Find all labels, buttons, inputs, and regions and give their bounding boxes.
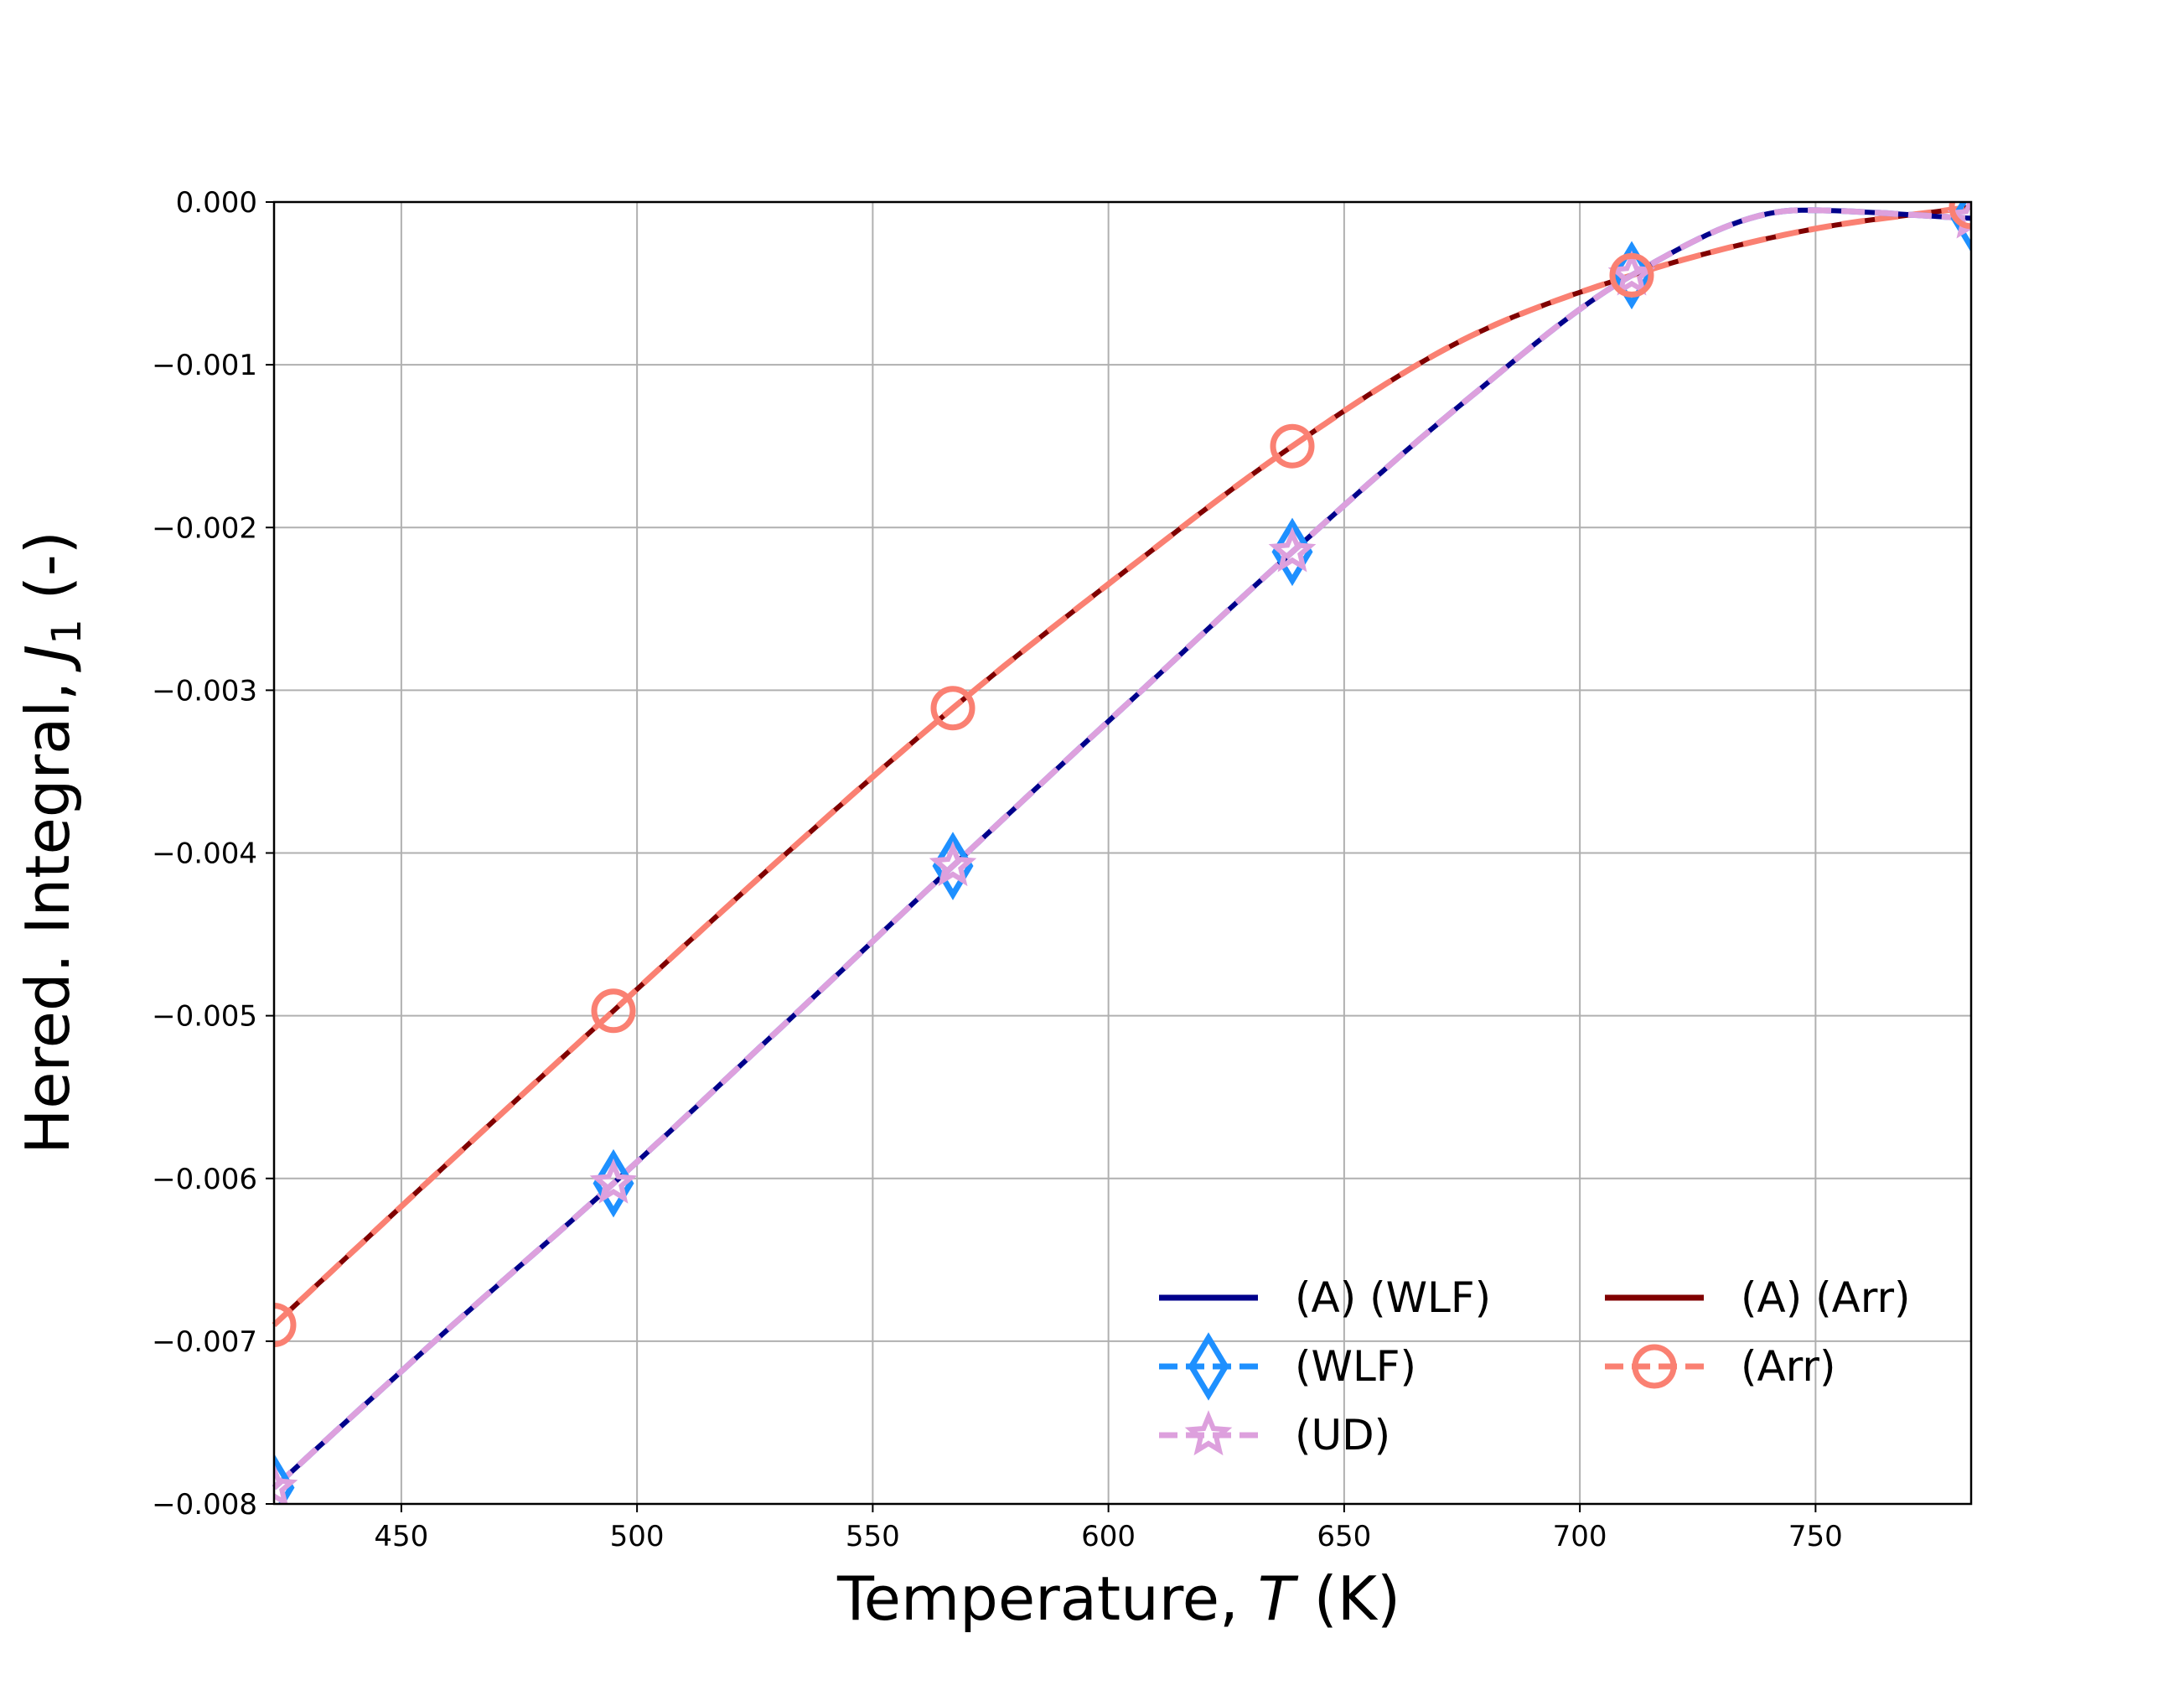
legend-label: (Arr) xyxy=(1741,1342,1835,1391)
y-tick-label: −0.007 xyxy=(152,1325,257,1359)
legend-label: (A) (Arr) xyxy=(1741,1273,1911,1322)
data-point-diamond xyxy=(932,832,974,900)
y-axis-title: Hered. Integral, J1 (-) xyxy=(13,531,91,1154)
data-point-diamond xyxy=(1271,517,1313,587)
series-line xyxy=(272,204,1972,1328)
legend-label: (UD) xyxy=(1295,1411,1390,1459)
data-point-circle xyxy=(1270,423,1315,469)
legend: (A) (WLF) (WLF) (UD) (A) (Arr) (Arr) xyxy=(1159,1273,1911,1459)
x-axis-ticks: 450 500 550 600 650 700 750 xyxy=(374,1504,1843,1553)
legend-item: (Arr) xyxy=(1605,1342,1835,1391)
x-tick-label: 500 xyxy=(610,1520,665,1553)
data-point-star xyxy=(1607,250,1656,296)
data-point-circle xyxy=(1609,252,1654,298)
data-point-star xyxy=(1947,202,1971,239)
x-tick-label: 700 xyxy=(1553,1520,1607,1553)
legend-item: (A) (Arr) xyxy=(1605,1273,1911,1322)
data-point-diamond xyxy=(274,1453,295,1504)
x-tick-label: 650 xyxy=(1317,1520,1371,1553)
x-tick-label: 600 xyxy=(1081,1520,1136,1553)
data-point-star xyxy=(274,1462,298,1504)
legend-label: (A) (WLF) xyxy=(1295,1273,1491,1322)
series-lines xyxy=(272,204,1972,1491)
legend-item: (UD) xyxy=(1159,1410,1390,1459)
x-tick-label: 750 xyxy=(1788,1520,1843,1553)
data-point-star xyxy=(929,841,977,887)
y-tick-label: −0.001 xyxy=(152,349,257,382)
series-markers xyxy=(274,202,1971,1504)
legend-marker-star xyxy=(1184,1410,1233,1456)
data-point-diamond xyxy=(593,1148,634,1218)
series-line xyxy=(272,207,1972,1491)
y-tick-label: −0.008 xyxy=(152,1488,257,1522)
x-tick-label: 550 xyxy=(846,1520,900,1553)
data-point-star xyxy=(1268,526,1317,573)
grid xyxy=(274,201,1971,1505)
y-tick-label: −0.002 xyxy=(152,511,257,545)
legend-marker-diamond xyxy=(1188,1332,1229,1401)
y-tick-label: 0.000 xyxy=(176,186,257,220)
y-tick-label: −0.004 xyxy=(152,837,257,871)
legend-item: (A) (WLF) xyxy=(1159,1273,1491,1322)
y-tick-label: −0.003 xyxy=(152,674,257,708)
data-point-diamond xyxy=(1950,202,1971,253)
y-axis-ticks: 0.000 −0.001 −0.002 −0.003 −0.004 −0.005 −0.00… xyxy=(152,186,274,1522)
data-point-circle xyxy=(1949,202,1971,230)
data-point-circle xyxy=(591,988,636,1034)
data-point-star xyxy=(589,1158,638,1204)
data-point-diamond xyxy=(1611,241,1653,310)
x-tick-label: 450 xyxy=(374,1520,428,1553)
data-point-circle xyxy=(274,1302,297,1347)
legend-label: (WLF) xyxy=(1295,1342,1416,1391)
data-point-circle xyxy=(930,686,976,731)
x-axis-title: Temperature, T (K) xyxy=(836,1563,1400,1634)
legend-marker-circle xyxy=(1632,1344,1677,1389)
legend-item: (WLF) xyxy=(1159,1332,1416,1401)
y-tick-label: −0.005 xyxy=(152,1000,257,1034)
y-tick-label: −0.006 xyxy=(152,1163,257,1196)
